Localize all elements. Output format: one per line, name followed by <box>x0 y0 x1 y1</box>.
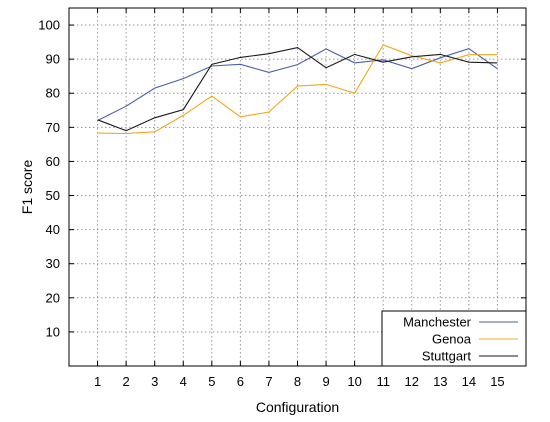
x-tick-label: 12 <box>405 374 419 389</box>
y-tick-label: 50 <box>46 188 60 203</box>
axis-ticks: 1 2 3 4 5 6 7 8 9 10 11 12 13 14 151020304050607080901… <box>38 8 526 389</box>
y-tick-label: 90 <box>46 52 60 67</box>
x-tick-label: 7 <box>265 374 272 389</box>
x-tick-label: 8 <box>294 374 301 389</box>
x-tick-label: 15 <box>490 374 504 389</box>
series-lines <box>97 44 498 135</box>
x-tick-label: 9 <box>322 374 329 389</box>
x-tick-label: 13 <box>433 374 447 389</box>
y-tick-label: 30 <box>46 256 60 271</box>
legend-label: Genoa <box>432 332 472 347</box>
y-tick-label: 20 <box>46 290 60 305</box>
y-tick-label: 40 <box>46 222 60 237</box>
grid <box>69 8 526 366</box>
x-tick-label: 6 <box>237 374 244 389</box>
x-tick-label: 10 <box>347 374 361 389</box>
legend-label: Stuttgart <box>422 349 472 364</box>
x-tick-label: 1 <box>94 374 101 389</box>
y-tick-label: 10 <box>46 324 60 339</box>
y-tick-label: 70 <box>46 120 60 135</box>
series-line-stuttgart <box>97 47 498 132</box>
x-axis-label: Configuration <box>256 399 339 415</box>
x-tick-label: 5 <box>208 374 215 389</box>
x-tick-label: 11 <box>376 374 390 389</box>
legend: Manchester Genoa Stuttgart <box>381 310 527 367</box>
x-tick-label: 14 <box>462 374 476 389</box>
y-tick-label: 60 <box>46 154 60 169</box>
x-tick-label: 3 <box>151 374 158 389</box>
series-line-genoa <box>97 44 498 135</box>
y-tick-label: 80 <box>46 86 60 101</box>
y-tick-label: 100 <box>38 18 60 33</box>
series-line-manchester <box>97 47 498 121</box>
legend-label: Manchester <box>403 315 472 330</box>
x-tick-label: 4 <box>180 374 187 389</box>
y-axis-label: F1 score <box>19 160 35 215</box>
x-tick-label: 2 <box>123 374 130 389</box>
